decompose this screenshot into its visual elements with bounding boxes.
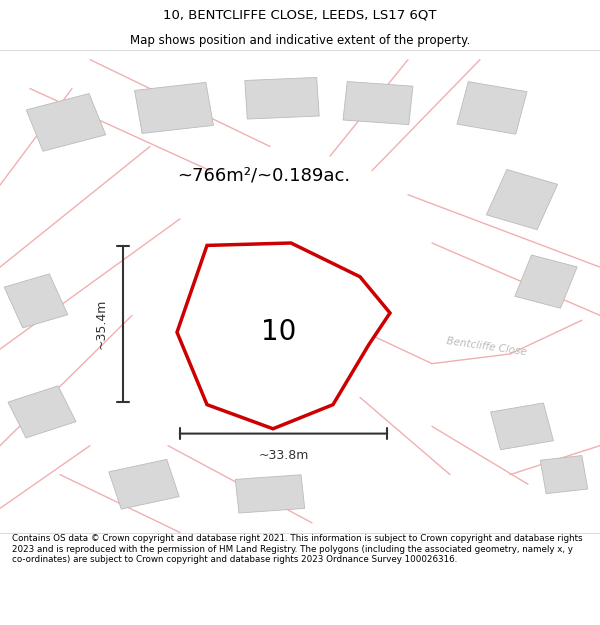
Bar <box>245 78 319 119</box>
Bar <box>515 255 577 308</box>
Bar <box>279 278 339 329</box>
Bar <box>109 459 179 509</box>
Bar <box>8 386 76 438</box>
Bar <box>134 82 214 133</box>
Polygon shape <box>177 243 390 429</box>
Bar <box>343 81 413 124</box>
Text: 10: 10 <box>262 318 296 346</box>
Bar <box>26 94 106 151</box>
Text: ~33.8m: ~33.8m <box>259 449 308 462</box>
Text: ~766m²/~0.189ac.: ~766m²/~0.189ac. <box>178 166 350 184</box>
Text: 10, BENTCLIFFE CLOSE, LEEDS, LS17 6QT: 10, BENTCLIFFE CLOSE, LEEDS, LS17 6QT <box>163 9 437 22</box>
Bar <box>457 82 527 134</box>
Text: Bentcliffe Close: Bentcliffe Close <box>445 336 527 357</box>
Bar <box>311 332 355 371</box>
Text: Map shows position and indicative extent of the property.: Map shows position and indicative extent… <box>130 34 470 47</box>
Bar <box>540 456 588 494</box>
Bar <box>487 169 557 229</box>
Text: Contains OS data © Crown copyright and database right 2021. This information is : Contains OS data © Crown copyright and d… <box>12 534 583 564</box>
Text: ~35.4m: ~35.4m <box>95 299 108 349</box>
Bar <box>491 403 553 450</box>
Bar <box>235 475 305 513</box>
Bar <box>4 274 68 328</box>
